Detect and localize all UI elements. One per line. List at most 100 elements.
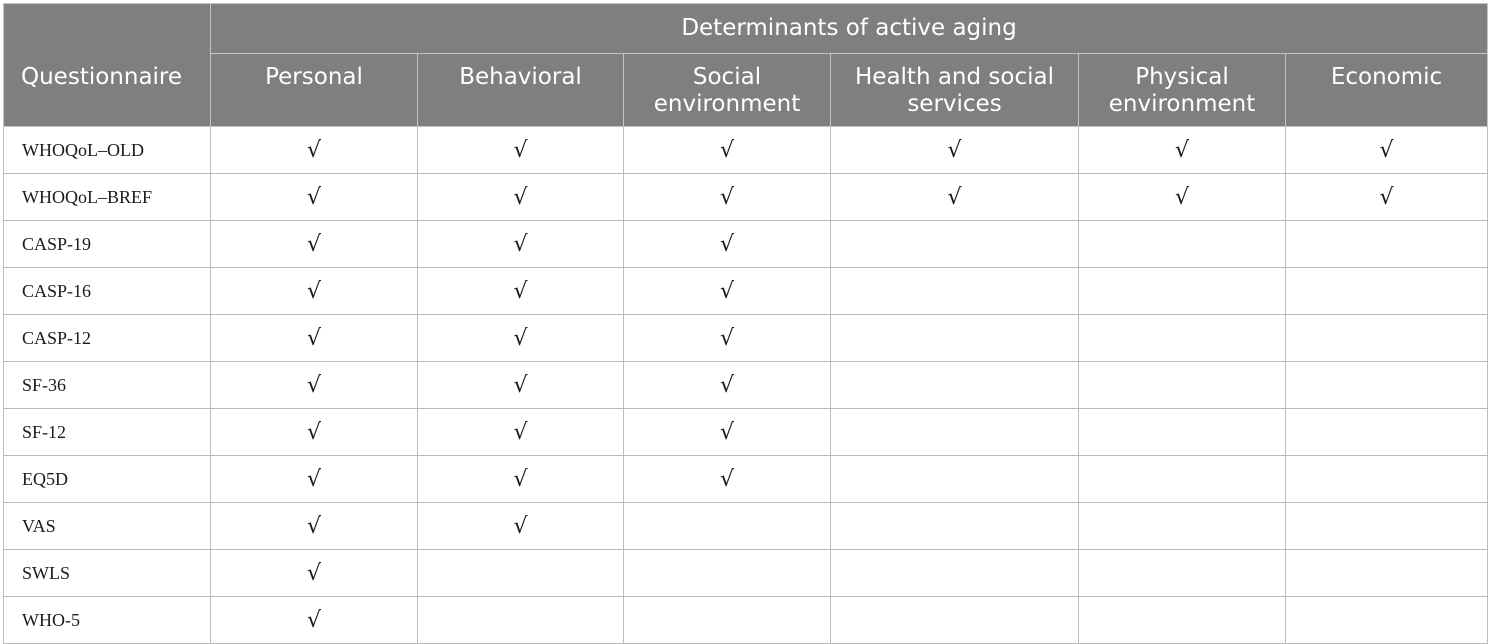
determinant-cell xyxy=(830,361,1079,409)
determinant-cell: √ xyxy=(830,126,1079,174)
check-mark-icon: √ xyxy=(719,372,735,398)
check-mark-icon: √ xyxy=(1174,184,1190,210)
determinant-cell xyxy=(830,596,1079,644)
determinant-cell xyxy=(1284,502,1489,550)
determinant-cell: √ xyxy=(623,173,831,221)
determinant-cell: √ xyxy=(210,173,418,221)
table-row: CASP-12 √ √ √ xyxy=(3,314,1489,362)
check-mark-icon: √ xyxy=(306,231,322,257)
questionnaire-name-cell: WHO-5 xyxy=(3,596,211,644)
determinant-cell xyxy=(1284,596,1489,644)
check-mark-icon: √ xyxy=(719,325,735,351)
determinant-cell: √ xyxy=(210,314,418,362)
determinant-cell: √ xyxy=(210,267,418,315)
determinant-cell xyxy=(1284,361,1489,409)
questionnaire-name-cell: VAS xyxy=(3,502,211,550)
column-header-health-social-services: Health and social services xyxy=(830,53,1079,127)
table-body: WHOQoL–OLD √ √ √ √ √ √ WHOQoL–BREF √ √ √ √ √ √ CASP-19… xyxy=(3,126,1489,644)
determinant-cell xyxy=(1284,314,1489,362)
determinant-cell xyxy=(1078,220,1286,268)
group-header-row: Determinants of active aging xyxy=(3,3,1489,54)
table-row: SF-36 √ √ √ xyxy=(3,361,1489,409)
determinant-cell xyxy=(1284,220,1489,268)
check-mark-icon: √ xyxy=(513,419,528,445)
table-row: CASP-19 √ √ √ xyxy=(3,220,1489,268)
determinant-cell xyxy=(623,549,831,597)
determinant-cell xyxy=(830,502,1079,550)
table-header: Determinants of active aging Questionnai… xyxy=(3,3,1489,127)
determinant-cell xyxy=(1284,549,1489,597)
check-mark-icon: √ xyxy=(513,513,528,539)
determinant-cell: √ xyxy=(417,502,624,550)
determinant-cell: √ xyxy=(417,361,624,409)
check-mark-icon: √ xyxy=(306,513,322,539)
column-header-economic: Economic xyxy=(1284,53,1489,127)
check-mark-icon: √ xyxy=(513,325,528,351)
determinant-cell xyxy=(830,220,1079,268)
determinant-cell: √ xyxy=(417,455,624,503)
check-mark-icon: √ xyxy=(719,231,735,257)
determinant-cell xyxy=(417,549,624,597)
questionnaire-name-cell: WHOQoL–OLD xyxy=(3,126,211,174)
check-mark-icon: √ xyxy=(719,419,735,445)
determinant-cell: √ xyxy=(210,596,418,644)
questionnaire-name-cell: CASP-19 xyxy=(3,220,211,268)
group-header-title: Determinants of active aging xyxy=(209,3,1489,54)
determinant-cell: √ xyxy=(210,220,418,268)
determinant-cell: √ xyxy=(210,408,418,456)
check-mark-icon: √ xyxy=(719,137,735,163)
determinant-cell: √ xyxy=(417,408,624,456)
check-mark-icon: √ xyxy=(306,466,322,492)
determinant-cell xyxy=(1078,267,1286,315)
check-mark-icon: √ xyxy=(306,607,322,633)
check-mark-icon: √ xyxy=(513,231,528,257)
check-mark-icon: √ xyxy=(306,137,322,163)
determinant-cell: √ xyxy=(1078,173,1286,221)
column-header-row: Questionnaire Personal Behavioral Social… xyxy=(3,53,1489,127)
questionnaire-name-cell: CASP-12 xyxy=(3,314,211,362)
determinant-cell xyxy=(830,549,1079,597)
check-mark-icon: √ xyxy=(513,466,528,492)
check-mark-icon: √ xyxy=(719,278,735,304)
group-header-blank-cell xyxy=(3,3,211,54)
questionnaire-name-cell: SF-12 xyxy=(3,408,211,456)
column-header-questionnaire: Questionnaire xyxy=(3,53,211,127)
determinant-cell: √ xyxy=(623,267,831,315)
determinant-cell: √ xyxy=(417,173,624,221)
determinant-cell: √ xyxy=(417,126,624,174)
table-row: WHOQoL–BREF √ √ √ √ √ √ xyxy=(3,173,1489,221)
check-mark-icon: √ xyxy=(306,278,322,304)
table-row: VAS √ √ xyxy=(3,502,1489,550)
determinant-cell: √ xyxy=(623,408,831,456)
questionnaire-name-cell: CASP-16 xyxy=(3,267,211,315)
check-mark-icon: √ xyxy=(306,419,322,445)
column-header-physical-environment: Physical environment xyxy=(1078,53,1286,127)
determinant-cell xyxy=(830,267,1079,315)
determinant-cell: √ xyxy=(623,361,831,409)
table-row: WHO-5 √ xyxy=(3,596,1489,644)
determinant-cell xyxy=(1078,502,1286,550)
questionnaire-name-cell: SF-36 xyxy=(3,361,211,409)
table-row: SF-12 √ √ √ xyxy=(3,408,1489,456)
check-mark-icon: √ xyxy=(1174,137,1190,163)
table-row: EQ5D √ √ √ xyxy=(3,455,1489,503)
determinant-cell: √ xyxy=(417,314,624,362)
determinant-cell xyxy=(830,314,1079,362)
determinant-cell: √ xyxy=(623,220,831,268)
check-mark-icon: √ xyxy=(1379,184,1394,210)
determinant-cell: √ xyxy=(417,267,624,315)
determinant-cell xyxy=(1284,455,1489,503)
column-header-personal: Personal xyxy=(210,53,418,127)
check-mark-icon: √ xyxy=(513,372,528,398)
determinant-cell xyxy=(1284,267,1489,315)
determinant-cell xyxy=(1284,408,1489,456)
check-mark-icon: √ xyxy=(306,560,322,586)
determinant-cell xyxy=(830,455,1079,503)
determinant-cell: √ xyxy=(623,455,831,503)
determinant-cell xyxy=(1078,596,1286,644)
table-row: WHOQoL–OLD √ √ √ √ √ √ xyxy=(3,126,1489,174)
table-row: SWLS √ xyxy=(3,549,1489,597)
determinant-cell xyxy=(1078,361,1286,409)
questionnaire-name-cell: WHOQoL–BREF xyxy=(3,173,211,221)
determinant-cell xyxy=(417,596,624,644)
